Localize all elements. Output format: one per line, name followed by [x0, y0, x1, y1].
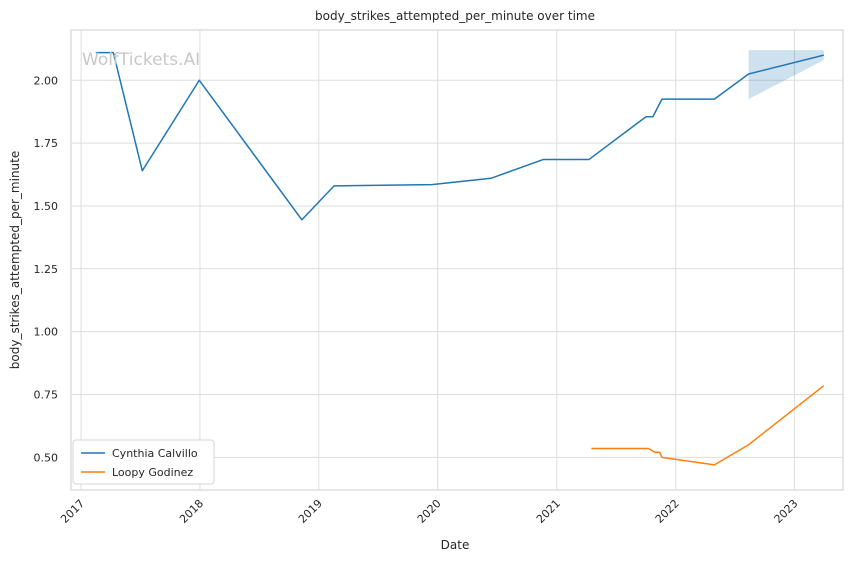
y-axis-label: body_strikes_attempted_per_minute: [8, 151, 22, 369]
y-tick-label: 2.00: [34, 74, 59, 87]
legend-box: [72, 439, 215, 485]
y-tick-label: 1.00: [34, 326, 59, 339]
y-tick-label: 1.25: [34, 263, 59, 276]
legend-label-loopy-godinez: Loopy Godinez: [112, 466, 193, 479]
chart-title: body_strikes_attempted_per_minute over t…: [315, 9, 595, 23]
x-tick-label: 2017: [58, 497, 87, 526]
confidence-bands: [748, 50, 824, 100]
x-tick-label: 2019: [296, 497, 325, 526]
y-tick-labels: 0.50 0.75 1.00 1.25 1.50 1.75 2.00: [34, 74, 59, 464]
series-lines: [95, 51, 825, 466]
x-tick-label: 2021: [534, 497, 563, 526]
series-line-cynthia-calvillo: [95, 51, 824, 221]
x-tick-label: 2023: [772, 497, 801, 526]
watermark: WolfTickets.AI: [82, 50, 200, 70]
x-tick-labels: 2017 2018 2019 2020 2021 2022 2023: [58, 497, 800, 526]
series-line-loopy-godinez: [591, 385, 825, 466]
y-tick-label: 0.75: [34, 388, 59, 401]
legend-label-cynthia-calvillo: Cynthia Calvillo: [112, 447, 198, 460]
y-tick-label: 1.75: [34, 137, 59, 150]
y-tick-label: 0.50: [34, 451, 59, 464]
x-tick-label: 2018: [177, 497, 206, 526]
y-tick-label: 1.50: [34, 200, 59, 213]
x-tick-label: 2022: [653, 497, 682, 526]
x-axis-label: Date: [441, 538, 470, 552]
x-tick-label: 2020: [415, 497, 444, 526]
confidence-band-cynthia-calvillo: [748, 50, 824, 100]
legend: Cynthia Calvillo Loopy Godinez: [72, 439, 215, 485]
